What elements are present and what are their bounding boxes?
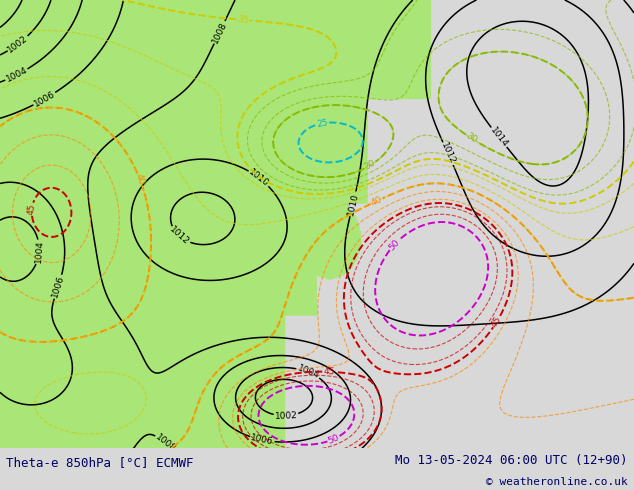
Text: 1004: 1004: [296, 364, 321, 381]
Text: Mo 13-05-2024 06:00 UTC (12+90): Mo 13-05-2024 06:00 UTC (12+90): [395, 454, 628, 467]
Text: 50: 50: [327, 433, 340, 445]
Text: 1002: 1002: [6, 33, 30, 54]
Text: 30: 30: [464, 131, 479, 145]
Text: 1002: 1002: [275, 411, 297, 420]
Text: Theta-e 850hPa [°C] ECMWF: Theta-e 850hPa [°C] ECMWF: [6, 456, 194, 469]
Text: 1004: 1004: [4, 66, 29, 84]
Text: 1008: 1008: [210, 20, 229, 45]
Text: 45: 45: [490, 315, 503, 329]
Text: 45: 45: [27, 203, 37, 215]
Text: 1010: 1010: [346, 192, 360, 216]
Text: 1006: 1006: [51, 274, 66, 299]
Text: 1010: 1010: [247, 168, 271, 189]
Text: 1008: 1008: [153, 433, 177, 454]
Text: 35: 35: [237, 15, 249, 25]
Text: 40: 40: [134, 172, 146, 187]
Text: © weatheronline.co.uk: © weatheronline.co.uk: [486, 477, 628, 487]
Text: 1014: 1014: [488, 125, 510, 149]
Text: 45: 45: [323, 367, 335, 376]
Text: 25: 25: [316, 118, 329, 129]
Text: 1006: 1006: [32, 89, 56, 109]
Text: 50: 50: [387, 238, 401, 252]
Text: 1012: 1012: [439, 142, 457, 166]
Text: 30: 30: [363, 159, 377, 172]
Text: 1004: 1004: [34, 240, 44, 264]
Text: 1006: 1006: [250, 433, 275, 446]
Text: 1012: 1012: [168, 225, 191, 247]
Text: 40: 40: [370, 195, 384, 208]
